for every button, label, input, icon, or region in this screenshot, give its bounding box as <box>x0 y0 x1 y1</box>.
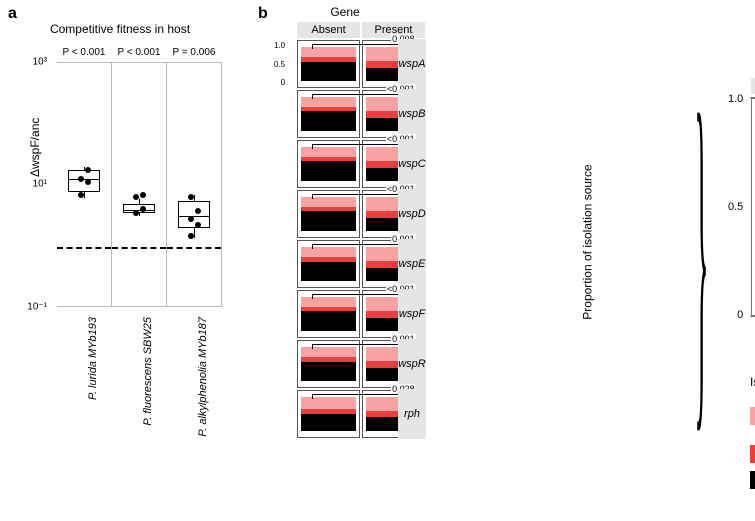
legend-swatch <box>750 445 755 463</box>
bracket <box>312 244 411 249</box>
data-point <box>195 208 201 214</box>
data-point <box>85 179 91 185</box>
gene-label: wspB <box>398 89 426 139</box>
gene-label: wspA <box>398 39 426 89</box>
p-value: P < 0.001 <box>112 47 166 58</box>
gene-label: rph <box>398 389 426 439</box>
x-tick-label: P. fluorescens SBW25 <box>142 317 154 426</box>
gene-label: wspD <box>398 189 426 239</box>
ytick: 0.5 <box>728 201 743 213</box>
segment-free <box>301 362 356 381</box>
data-point <box>188 216 194 222</box>
segment-diseased <box>301 409 356 414</box>
reference-line <box>167 247 221 249</box>
segment-free <box>301 111 356 131</box>
operon-y-axis: 1.0 0.5 0 <box>728 93 743 321</box>
panel-b: Gene Proportion of isolation source Abse… <box>260 5 750 520</box>
segment-diseased <box>301 307 356 311</box>
segment-diseased <box>301 357 356 362</box>
legend-item: In host - diseased <box>750 440 755 468</box>
data-point <box>195 222 201 228</box>
gene-grid: Absent Present 1.00.500.008wspA<0.001wsp… <box>296 21 426 439</box>
data-point <box>78 192 84 198</box>
p-value: P = 0.006 <box>167 47 221 58</box>
panel-a-label: a <box>8 5 17 23</box>
segment-free <box>301 414 356 431</box>
data-point <box>188 233 194 239</box>
box-facet: P = 0.006 <box>167 63 222 307</box>
legend: Isolation source In host - no/unknown di… <box>750 375 755 492</box>
gene-header: Gene <box>296 5 394 19</box>
segment-free <box>301 311 356 331</box>
bracket <box>312 94 411 99</box>
brace-icon: } <box>695 35 709 475</box>
ytick: 10¹ <box>33 179 47 190</box>
panel-a: Competitive fitness in host ΔwspF/anc 10… <box>25 22 215 422</box>
bracket <box>312 44 411 49</box>
gene-label: wspC <box>398 139 426 189</box>
bracket <box>312 194 411 199</box>
p-value: P < 0.001 <box>57 47 111 58</box>
gene-row: <0.001wspB <box>296 89 426 139</box>
bracket <box>312 344 411 349</box>
gene-label: wspR <box>398 339 426 389</box>
segment-diseased <box>301 207 356 211</box>
data-point <box>140 206 146 212</box>
stacked-bar <box>751 98 755 316</box>
panel-b-ylab: Proportion of isolation source <box>581 164 595 319</box>
gene-label: wspE <box>398 239 426 289</box>
ytick: 1.0 <box>728 93 743 105</box>
data-point <box>140 192 146 198</box>
legend-swatch <box>750 471 755 489</box>
legend-item: In host - no/unknown disease <box>750 395 755 437</box>
data-point <box>188 194 194 200</box>
segment-free <box>301 62 356 81</box>
segment-diseased <box>301 57 356 62</box>
boxplot-area: P < 0.001P < 0.001P = 0.006 <box>57 62 222 307</box>
col-absent: Absent <box>296 21 361 39</box>
box-facet: P < 0.001 <box>57 63 112 307</box>
reference-line <box>57 247 111 249</box>
box-facet: P < 0.001 <box>112 63 167 307</box>
panel-a-ylab: ΔwspF/anc <box>28 118 42 177</box>
reference-line <box>112 247 166 249</box>
x-tick-label: P. alkylphenolia MYb187 <box>197 317 209 437</box>
segment-free <box>301 262 356 281</box>
data-point <box>133 194 139 200</box>
bracket <box>312 394 411 399</box>
gene-row: 0.001wspE <box>296 239 426 289</box>
segment-diseased <box>301 257 356 262</box>
data-point <box>78 176 84 182</box>
operon-col-headers: Incomplete Complete <box>750 77 755 95</box>
ytick: 0 <box>737 309 743 321</box>
legend-item: Free-living <box>750 471 755 489</box>
operon-title: wsp operon <box>750 60 755 75</box>
segment-diseased <box>301 107 356 111</box>
gene-label: wspF <box>398 289 426 339</box>
gene-row: <0.001wspF <box>296 289 426 339</box>
gene-row: 1.00.500.008wspA <box>296 39 426 89</box>
panel-a-title: Competitive fitness in host <box>25 22 215 36</box>
bracket <box>312 144 411 149</box>
data-point <box>85 167 91 173</box>
gene-row: 0.001wspR <box>296 339 426 389</box>
segment-free <box>301 211 356 231</box>
col-incomplete: Incomplete <box>750 77 755 95</box>
mini-y-axis: 1.00.50 <box>274 41 285 87</box>
legend-title: Isolation source <box>750 375 755 389</box>
gene-row: 0.028rph <box>296 389 426 439</box>
segment-free <box>301 161 356 181</box>
ytick: 10⁻¹ <box>27 302 47 313</box>
legend-swatch <box>750 407 755 425</box>
ytick: 10³ <box>33 57 47 68</box>
segment-diseased <box>301 157 356 161</box>
gene-row: <0.001wspD <box>296 189 426 239</box>
x-tick-label: P. lurida MYb193 <box>87 317 99 400</box>
bracket <box>312 294 411 299</box>
data-point <box>133 210 139 216</box>
gene-row: <0.001wspC <box>296 139 426 189</box>
operon-plot: <0.001 <box>750 97 755 317</box>
